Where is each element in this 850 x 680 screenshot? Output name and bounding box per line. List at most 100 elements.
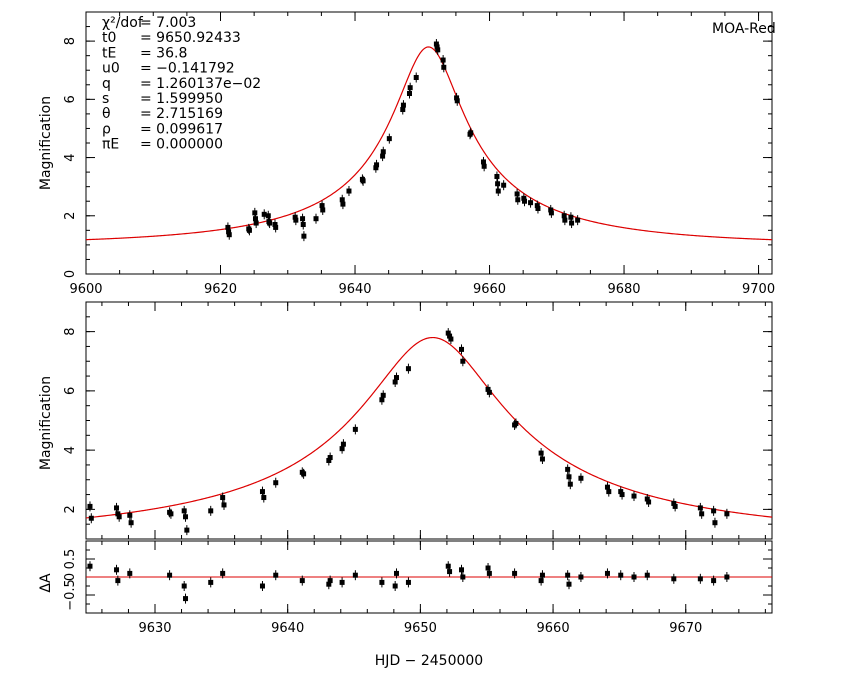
data-point <box>435 47 441 53</box>
data-point <box>433 41 439 47</box>
data-point <box>208 579 214 585</box>
top-panel: 9600 9620 9640 9660 9680 9700 0 2 4 6 8 Magnifica… <box>38 11 776 297</box>
x-tick-label: 9650 <box>404 621 437 636</box>
data-point <box>273 572 279 578</box>
data-point <box>346 188 352 194</box>
data-point <box>220 570 226 576</box>
data-point <box>447 333 453 339</box>
middle-y-axis: 2 4 6 8 <box>63 301 772 540</box>
data-point <box>319 203 325 209</box>
data-point <box>87 503 93 509</box>
data-point <box>379 579 385 585</box>
data-point <box>548 207 554 213</box>
data-point <box>485 386 491 392</box>
data-point <box>128 520 134 526</box>
data-point <box>672 503 678 509</box>
fit-parameter: tE = 36.8 <box>102 45 187 61</box>
top-y-axis: 0 2 4 6 8 <box>63 11 772 278</box>
data-point <box>495 188 501 194</box>
data-point <box>578 475 584 481</box>
y-tick-label: 4 <box>63 153 78 161</box>
data-point <box>631 493 637 499</box>
data-point <box>226 229 232 235</box>
data-point <box>534 203 540 209</box>
x-tick-label: 9670 <box>669 621 702 636</box>
parameter-name: θ <box>102 106 111 122</box>
data-point <box>393 570 399 576</box>
data-point <box>87 563 93 569</box>
data-point <box>326 457 332 463</box>
data-point <box>671 576 677 582</box>
y-tick-label: 8 <box>63 37 78 45</box>
data-point <box>454 95 460 101</box>
data-point <box>578 574 584 580</box>
data-point <box>379 397 385 403</box>
y-tick-label: 0 <box>63 270 78 278</box>
data-point <box>481 163 487 169</box>
data-point <box>392 379 398 385</box>
data-point <box>521 195 527 201</box>
data-point <box>184 527 190 533</box>
parameter-name: ρ <box>102 121 111 137</box>
data-point <box>486 570 492 576</box>
data-point <box>569 220 575 226</box>
data-point <box>711 578 717 584</box>
data-point <box>320 207 326 213</box>
data-point <box>392 583 398 589</box>
x-tick-label: 9640 <box>271 621 304 636</box>
data-point <box>413 75 419 80</box>
y-tick-label: 0.5 <box>63 549 78 570</box>
parameter-name: χ²/dof <box>102 15 144 31</box>
data-point <box>604 570 610 576</box>
data-point <box>360 178 366 184</box>
x-tick-label: 9660 <box>537 621 570 636</box>
data-point <box>313 216 319 222</box>
data-point <box>115 511 121 517</box>
data-point <box>644 496 650 502</box>
y-tick-label: 6 <box>63 95 78 103</box>
data-point <box>181 508 187 514</box>
x-tick-label: 9640 <box>338 282 371 297</box>
data-point <box>454 98 460 104</box>
data-point <box>515 197 521 203</box>
data-point <box>539 456 545 462</box>
fit-parameter: πE = 0.000000 <box>102 137 223 153</box>
data-point <box>339 197 345 203</box>
data-point <box>486 389 492 395</box>
legend-label: MOA-Red <box>712 21 776 37</box>
data-point <box>405 579 411 585</box>
data-point <box>386 136 392 142</box>
data-point <box>565 572 571 578</box>
data-point <box>619 492 625 498</box>
data-point <box>606 489 612 495</box>
data-point <box>273 480 279 486</box>
data-point <box>272 222 278 228</box>
data-point <box>440 57 446 63</box>
data-point <box>352 572 358 578</box>
data-point <box>447 569 453 575</box>
x-tick-label: 9620 <box>204 282 237 297</box>
data-point <box>434 44 440 50</box>
data-point <box>114 567 120 573</box>
data-point <box>300 216 306 222</box>
data-point <box>181 583 187 589</box>
y-tick-label: 2 <box>63 212 78 220</box>
data-point <box>405 366 411 372</box>
y-tick-label: −0.5 <box>63 579 78 611</box>
data-point <box>535 206 541 211</box>
data-point <box>561 213 567 219</box>
data-point <box>114 505 120 511</box>
data-point <box>468 130 474 136</box>
parameter-name: tE <box>102 45 116 61</box>
middle-y-axis-title: Magnification <box>38 376 54 470</box>
data-point <box>712 520 718 526</box>
data-point <box>528 200 534 206</box>
data-point <box>548 210 554 216</box>
data-point <box>501 182 507 188</box>
data-point <box>261 211 267 217</box>
data-point <box>301 233 307 239</box>
parameter-value: = 9650.92433 <box>140 30 241 46</box>
data-point <box>459 346 465 352</box>
data-point <box>208 508 214 514</box>
